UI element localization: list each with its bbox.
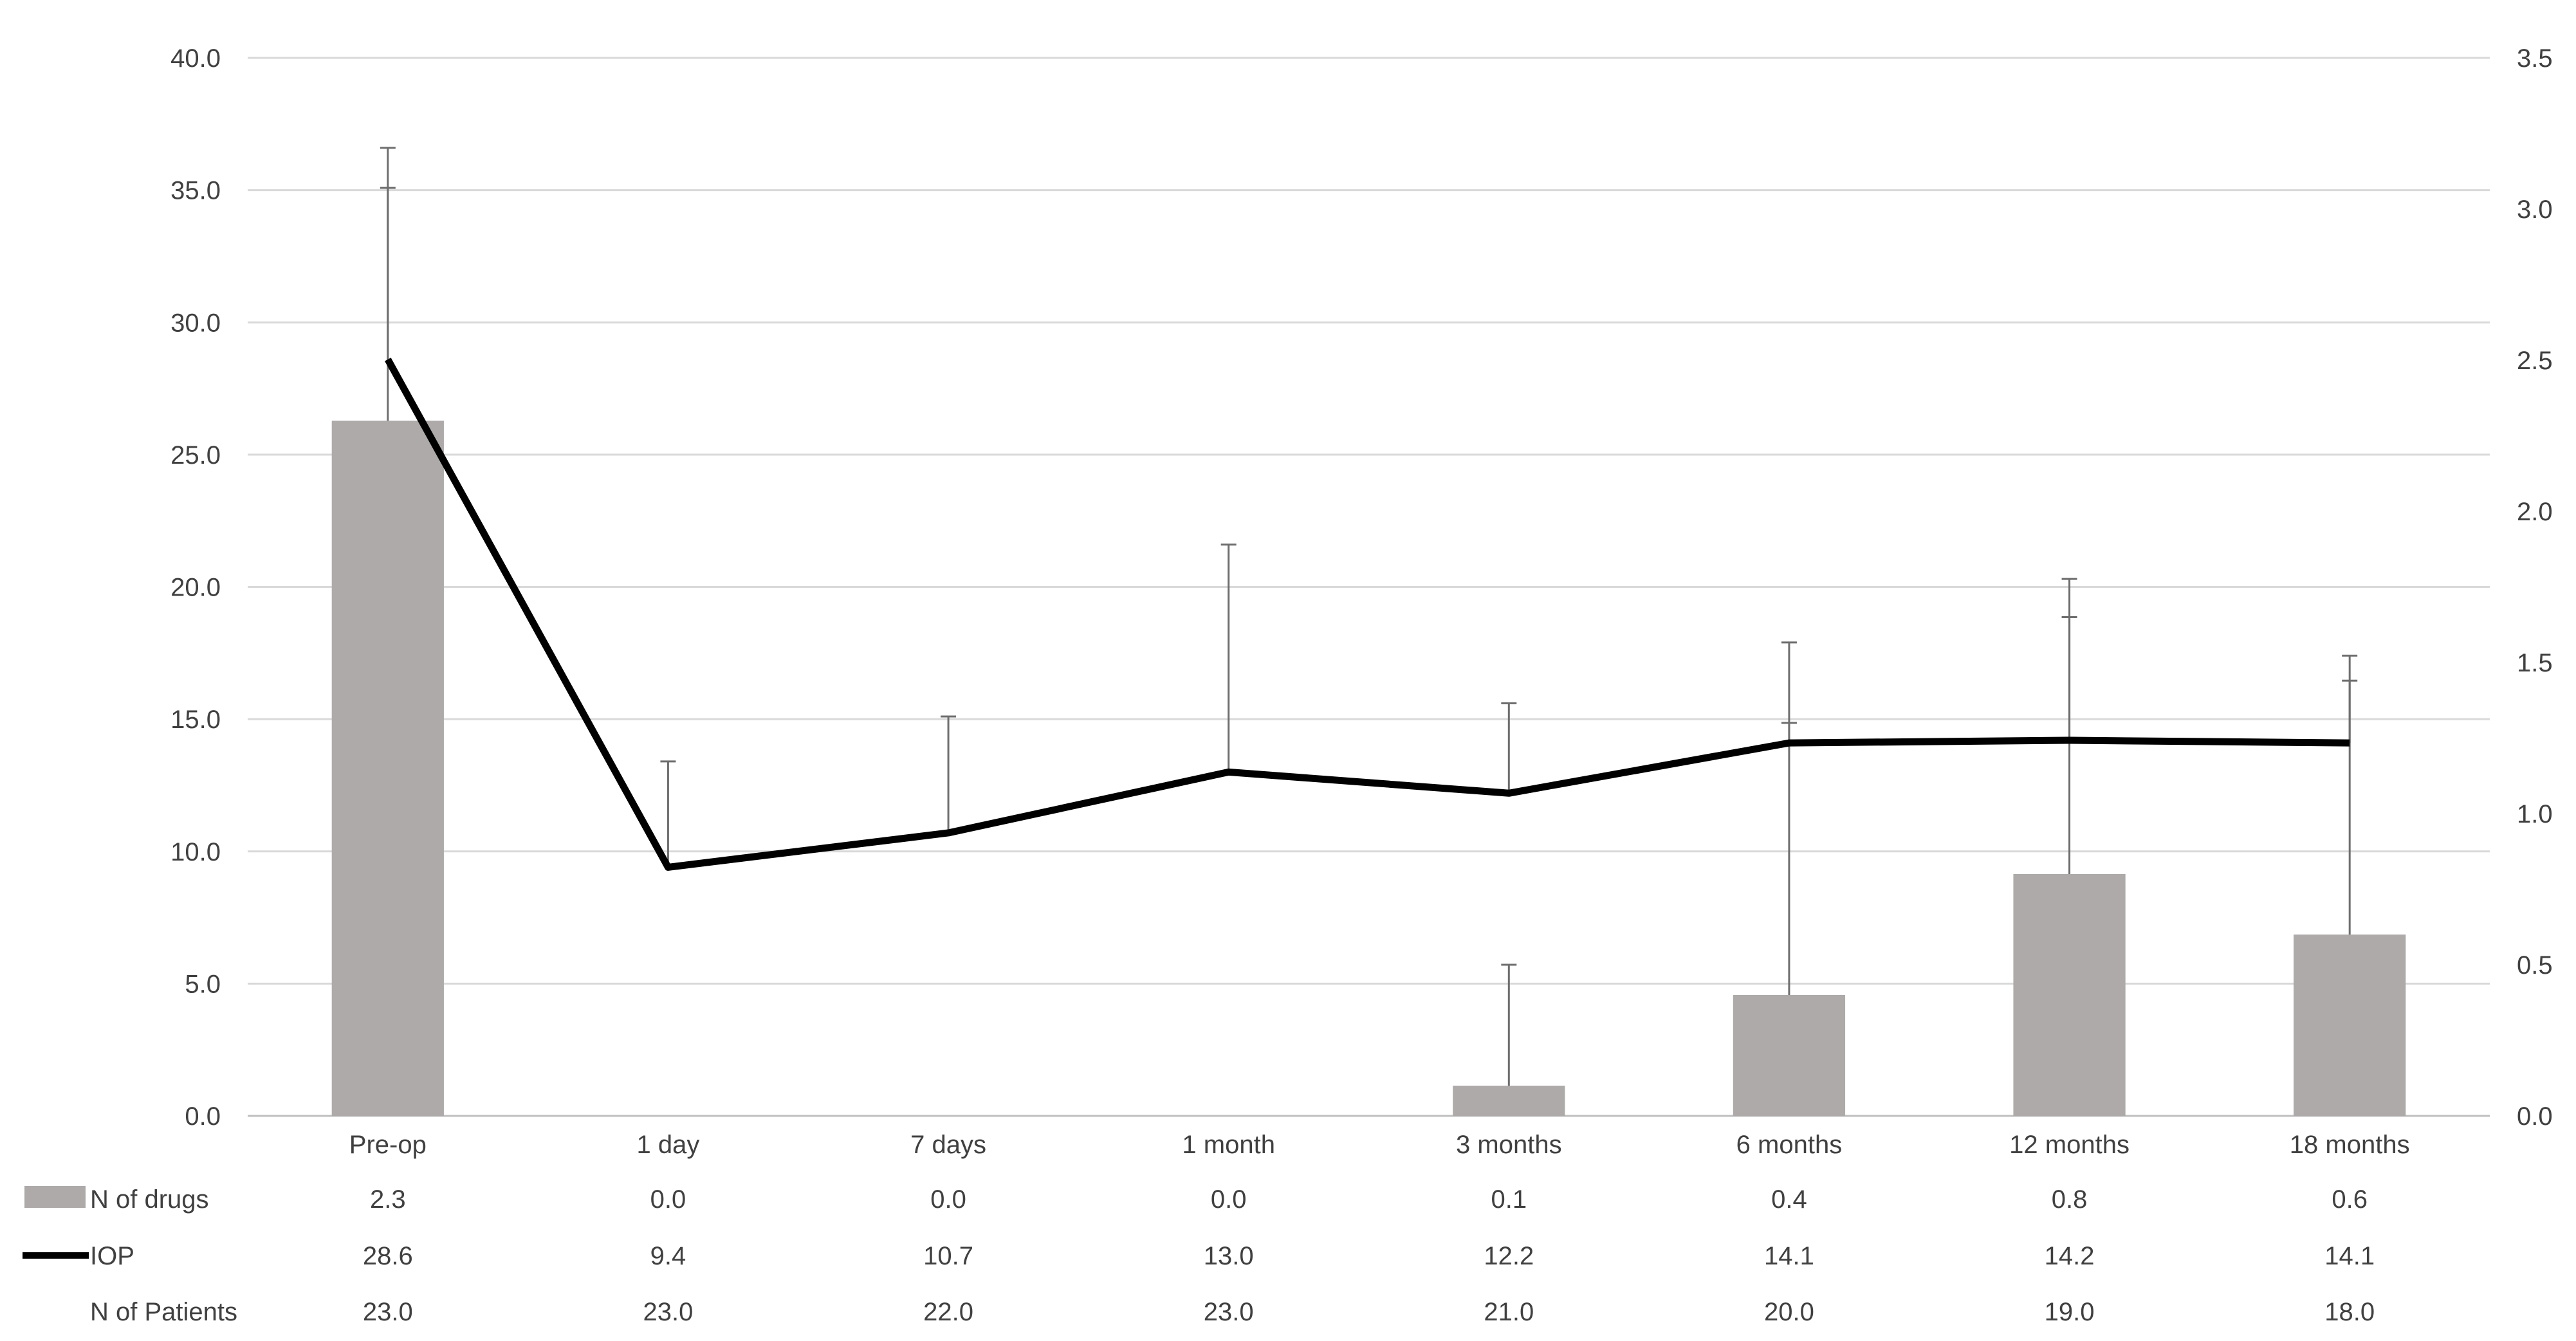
line-iop [384, 358, 2350, 871]
left-axis-tick-label: 30.0 [170, 309, 221, 337]
table-cell: 0.1 [1491, 1185, 1527, 1214]
table-cell: 10.7 [923, 1242, 973, 1270]
table-row-label: IOP [90, 1242, 134, 1270]
left-axis-ticks: 0.0 5.0 10.0 15.0 20.0 25.0 30.0 35.0 40.0 [170, 44, 221, 1131]
category-labels: Pre-op 1 day 7 days 1 month 3 months 6 months… [349, 1131, 2410, 1159]
left-axis-tick-label: 40.0 [170, 44, 221, 73]
category-label: 6 months [1736, 1131, 1843, 1159]
table-cell: 14.1 [1764, 1242, 1814, 1270]
right-axis-tick-label: 1.0 [2517, 800, 2553, 828]
bar [1453, 1086, 1565, 1116]
left-axis-tick-label: 0.0 [185, 1102, 221, 1131]
table-cell: 0.0 [930, 1185, 966, 1214]
table-cell: 14.2 [2045, 1242, 2095, 1270]
right-axis-tick-label: 2.5 [2517, 347, 2553, 375]
bar [2013, 874, 2126, 1116]
right-axis-tick-label: 2.0 [2517, 498, 2553, 526]
table-cell: 14.1 [2324, 1242, 2375, 1270]
iop-line [384, 358, 2350, 871]
left-axis-tick-label: 15.0 [170, 706, 221, 734]
table-cell: 28.6 [363, 1242, 413, 1270]
table-cell: 23.0 [643, 1298, 694, 1326]
category-label: 18 months [2290, 1131, 2410, 1159]
left-axis-tick-label: 25.0 [170, 441, 221, 470]
gridlines [248, 57, 2490, 1117]
left-axis-tick-label: 10.0 [170, 838, 221, 866]
table-cell: 21.0 [1484, 1298, 1534, 1326]
line-error-bars [380, 147, 2358, 868]
right-axis-tick-label: 1.5 [2517, 649, 2553, 677]
right-axis-tick-label: 3.5 [2517, 44, 2553, 73]
bar [2294, 935, 2406, 1116]
left-axis-tick-label: 20.0 [170, 574, 221, 602]
table-cell: 18.0 [2324, 1298, 2375, 1326]
category-label: 7 days [910, 1131, 986, 1159]
table-cell: 20.0 [1764, 1298, 1814, 1326]
right-axis-tick-label: 3.0 [2517, 196, 2553, 224]
table-cell: 2.3 [370, 1185, 406, 1214]
table-cell: 9.4 [650, 1242, 686, 1270]
table-cell: 0.0 [650, 1185, 686, 1214]
category-label: 1 day [637, 1131, 700, 1159]
table-row-label: N of Patients [90, 1298, 237, 1326]
category-label: Pre-op [349, 1131, 427, 1159]
category-label: 1 month [1182, 1131, 1275, 1159]
left-axis-tick-label: 35.0 [170, 177, 221, 205]
table-cell: 19.0 [2045, 1298, 2095, 1326]
category-label: 3 months [1456, 1131, 1562, 1159]
table-cell: 0.4 [1771, 1185, 1807, 1214]
table-cell: 22.0 [923, 1298, 973, 1326]
table-cell: 13.0 [1204, 1242, 1254, 1270]
category-label: 12 months [2009, 1131, 2130, 1159]
table-cell: 0.8 [2052, 1185, 2088, 1214]
table-row-label: N of drugs [90, 1185, 209, 1214]
right-axis-tick-label: 0.0 [2517, 1102, 2553, 1131]
right-axis-tick-label: 0.5 [2517, 951, 2553, 980]
legend-swatch-bar [24, 1186, 86, 1208]
data-table: N of drugs 2.3 0.0 0.0 0.0 0.1 0.4 0.8 0.6 IOP 28.… [23, 1185, 2375, 1326]
bar [331, 421, 444, 1116]
right-axis-ticks: 0.0 0.5 1.0 1.5 2.0 2.5 3.0 3.5 [2517, 44, 2553, 1131]
table-cell: 23.0 [363, 1298, 413, 1326]
bars-n-of-drugs [331, 421, 2406, 1116]
table-cell: 23.0 [1204, 1298, 1254, 1326]
left-axis-tick-label: 5.0 [185, 970, 221, 998]
table-cell: 0.6 [2332, 1185, 2368, 1214]
table-cell: 12.2 [1484, 1242, 1534, 1270]
table-cell: 0.0 [1211, 1185, 1247, 1214]
bar [1733, 995, 1846, 1116]
